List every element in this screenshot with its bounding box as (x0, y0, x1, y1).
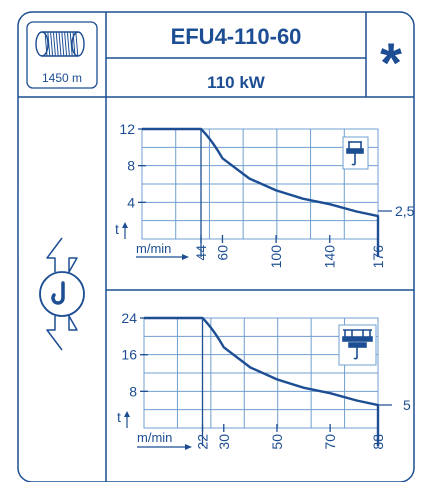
chart-1-ylabel: t (115, 221, 119, 237)
star-symbol: * (380, 31, 402, 94)
chart-1-xlabel: m/min (136, 241, 171, 256)
power-rating: 110 kW (207, 73, 266, 92)
drum-winding-line (69, 31, 73, 57)
chart-2-x-tick-label: 50 (269, 434, 285, 450)
hook-up-down-icon (39, 237, 85, 351)
chart-2-x-arrowhead (185, 444, 192, 450)
drum-winding-line (61, 31, 65, 57)
chart-1-x-tick-label: 140 (322, 245, 338, 269)
chart-1-end-value: 2,5 (395, 203, 415, 219)
chart-2-y-arrowhead (124, 411, 130, 417)
chart-2-x-ticks: 22 30 50 70 88 (195, 318, 386, 450)
drum-winding-line (58, 31, 62, 57)
chart-2-end-value: 5 (403, 397, 411, 413)
drum-winding-line (52, 31, 56, 57)
chart-2-x-tick-label: 70 (322, 434, 338, 450)
chart-1-y-tick-label: 4 (127, 194, 135, 210)
chart-2-xlabel: m/min (137, 430, 172, 445)
chart-1-x-ticks: 44 60 100 140 176 (193, 129, 386, 268)
chart-2-x-tick-label: 30 (216, 434, 232, 450)
chart-2-ylabel: t (117, 409, 121, 425)
drum-winding-line (50, 31, 54, 57)
drum-winding-line (55, 31, 59, 57)
drum-winding-line (44, 31, 48, 57)
drum-winding-line (47, 31, 51, 57)
drum-winding-line (75, 31, 79, 57)
cable-drum-box (26, 21, 98, 89)
model-title: EFU4-110-60 (171, 24, 302, 49)
chart-1-y-arrowhead (122, 222, 128, 228)
drum-winding-line (72, 31, 76, 57)
chart-2-y-tick-label: 8 (129, 383, 137, 399)
cable-drum-icon (35, 31, 85, 57)
chart-1-series-line (142, 127, 380, 257)
chart-2-series-line (144, 316, 380, 446)
drum-winding-line (66, 31, 70, 57)
chart-2-y-tick-label: 16 (121, 347, 137, 363)
single-trolley-icon (342, 136, 369, 170)
chart-1-grid (142, 129, 378, 239)
cable-length-label: 1450 m (42, 71, 82, 85)
chart-2-y-tick-label: 24 (121, 310, 137, 326)
chart-2-y-ticks: 8 16 24 (121, 310, 148, 399)
card-frame (17, 11, 415, 482)
chart-1-x-tick-label: 60 (214, 245, 230, 261)
chart-1-x-arrowhead (182, 254, 189, 260)
chart-1-y-tick-label: 8 (127, 158, 135, 174)
chart-1-y-tick-label: 12 (119, 121, 135, 137)
double-trolley-icon (338, 324, 377, 366)
chart-1-x-tick-label: 100 (268, 245, 284, 269)
drum-winding-line (64, 31, 68, 57)
